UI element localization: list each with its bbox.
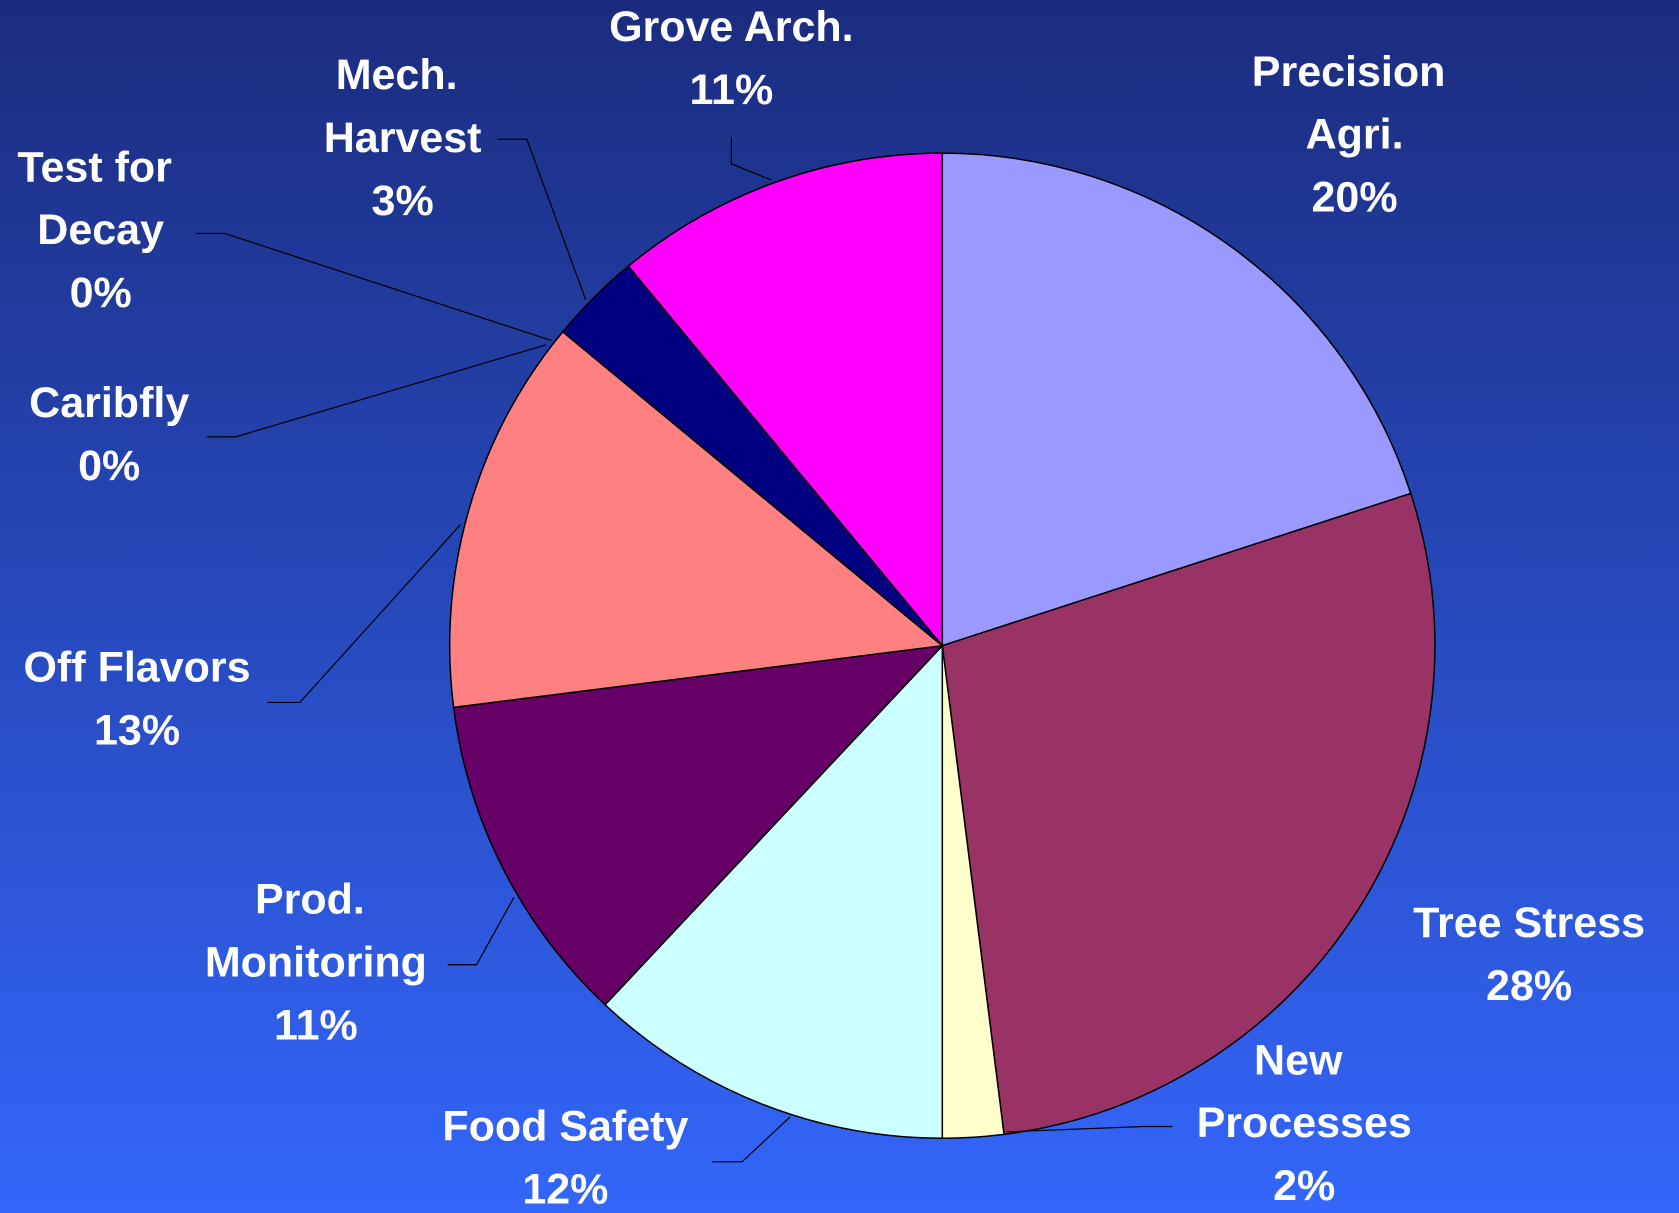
label-line: Processes <box>1197 1099 1412 1147</box>
percent-label: 13% <box>94 706 180 754</box>
leader-line <box>267 524 461 704</box>
label-line: Precision <box>1252 48 1458 96</box>
label-line: Caribfly <box>29 379 189 427</box>
label-line: Agri. <box>1306 111 1404 159</box>
leader-line <box>712 1116 791 1163</box>
label-line: Test for <box>17 144 183 192</box>
category-label: Grove Arch. <box>609 3 854 51</box>
leader-line <box>195 232 552 342</box>
percent-label: 20% <box>1312 174 1398 222</box>
percent-label: 2% <box>1273 1162 1335 1210</box>
leader-line <box>730 137 772 181</box>
pie-slice <box>604 643 944 1140</box>
label-line: Prod. <box>255 876 377 924</box>
category-label: Caribfly <box>29 379 189 427</box>
pie-slice <box>627 152 944 648</box>
percent-label: 0% <box>78 442 140 490</box>
category-label: Prod. Monitoring <box>205 876 427 987</box>
percent-label: 11% <box>689 66 773 114</box>
percent-label: 3% <box>372 177 434 225</box>
label-line: Monitoring <box>205 939 427 987</box>
category-label: Food Safety <box>442 1103 688 1151</box>
pie-slice <box>941 492 1436 1136</box>
category-label: Test for Decay <box>17 144 183 255</box>
label-line: Off Flavors <box>24 644 251 692</box>
label-line: New <box>1254 1037 1354 1085</box>
percent-label: 12% <box>522 1166 608 1213</box>
label-line: Tree Stress <box>1413 900 1645 948</box>
leader-lines <box>195 137 1173 1163</box>
percent-label: 11% <box>274 1001 358 1049</box>
label-line: Mech. <box>336 52 470 100</box>
category-label: New Processes <box>1197 1037 1412 1148</box>
pie-slice <box>452 644 945 1006</box>
leader-line <box>497 138 587 301</box>
pie-slice <box>449 330 945 709</box>
label-line: Harvest <box>324 114 482 162</box>
leader-line <box>1006 1125 1173 1133</box>
leader-line <box>206 344 547 438</box>
percent-label: 28% <box>1486 962 1572 1010</box>
label-line: Grove Arch. <box>609 3 854 51</box>
label-line: Decay <box>37 206 164 254</box>
pie-slice <box>941 152 1412 647</box>
category-label: Tree Stress <box>1413 900 1645 948</box>
percent-label: 0% <box>70 269 132 317</box>
category-label: Off Flavors <box>24 644 251 692</box>
category-label: Precision Agri. <box>1252 48 1458 159</box>
label-line: Food Safety <box>442 1103 688 1151</box>
leader-line <box>447 897 515 966</box>
category-label: Mech. Harvest <box>324 52 482 163</box>
